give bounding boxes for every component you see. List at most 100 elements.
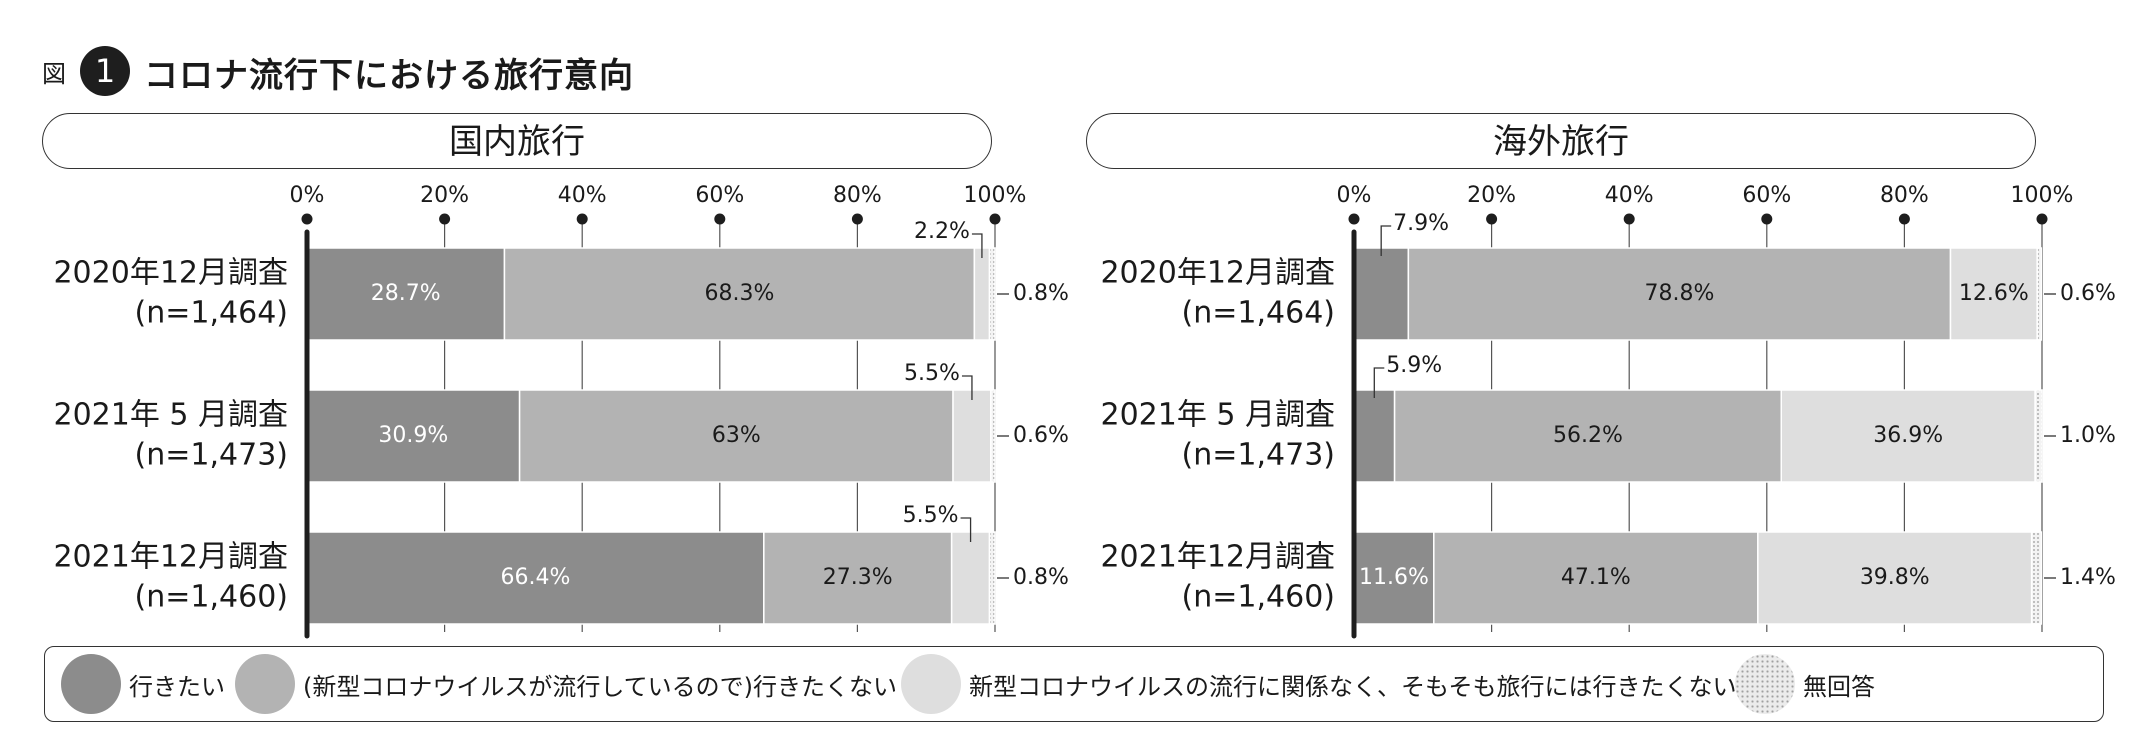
legend: 行きたい (新型コロナウイルスが流行しているので)行きたくない 新型コロナウイル… (44, 646, 2104, 722)
legend-swatch-not-regardless (901, 654, 961, 714)
data-label-overseas-2-series-0: 11.6% (1359, 565, 1429, 590)
legend-label-not-regardless: 新型コロナウイルスの流行に関係なく、そもそも旅行には行きたくない (969, 672, 1737, 701)
tick-label-overseas-5: 100% (2011, 183, 2074, 208)
data-label-overseas-0-series-3: 0.6% (2060, 281, 2116, 306)
figure-prefix: 図 (42, 60, 66, 88)
panel-title-overseas: 海外旅行 (1086, 113, 2036, 169)
bar-domestic-1-series-1 (518, 389, 954, 483)
data-label-overseas-1-series-3: 1.0% (2060, 423, 2116, 448)
bar-domestic-0-series-0 (306, 247, 506, 341)
bar-domestic-2-series-3 (988, 531, 996, 625)
bar-domestic-0-series-2 (973, 247, 991, 341)
legend-swatch-no-answer (1735, 654, 1795, 714)
data-label-overseas-0-series-1: 78.8% (1644, 281, 1714, 306)
bar-overseas-1-series-0 (1353, 389, 1396, 483)
tick-dot-overseas-2 (1623, 213, 1635, 225)
data-label-domestic-0-series-3: 0.8% (1013, 281, 1069, 306)
data-label-overseas-2-series-2: 39.8% (1860, 565, 1930, 590)
bar-overseas-2-series-2 (1757, 531, 2033, 625)
legend-item-not-covid: (新型コロナウイルスが流行しているので)行きたくない (235, 647, 897, 721)
data-label-domestic-2-series-3: 0.8% (1013, 565, 1069, 590)
tick-label-domestic-3: 60% (695, 183, 744, 208)
bar-domestic-0-series-1 (503, 247, 976, 341)
category-n-overseas-1: (n=1,473) (1182, 438, 1335, 473)
tick-label-domestic-5: 100% (964, 183, 1027, 208)
tick-label-domestic-0: 0% (290, 183, 325, 208)
bar-overseas-0-series-0 (1353, 247, 1410, 341)
tick-label-overseas-0: 0% (1337, 183, 1372, 208)
legend-item-not-regardless: 新型コロナウイルスの流行に関係なく、そもそも旅行には行きたくない (901, 647, 1737, 721)
legend-swatch-not-covid (235, 654, 295, 714)
tick-dot-overseas-0 (1348, 213, 1360, 225)
legend-label-not-covid: (新型コロナウイルスが流行しているので)行きたくない (303, 672, 898, 701)
category-n-domestic-0: (n=1,464) (135, 296, 288, 331)
category-n-overseas-0: (n=1,464) (1182, 296, 1335, 331)
tick-label-domestic-4: 80% (833, 183, 882, 208)
bar-overseas-0-series-1 (1407, 247, 1952, 341)
legend-item-no-answer: 無回答 (1735, 647, 1875, 721)
data-label-overseas-2-series-1: 47.1% (1561, 565, 1631, 590)
tick-label-overseas-2: 40% (1605, 183, 1654, 208)
bar-domestic-1-series-2 (952, 389, 992, 483)
bar-overseas-2-series-0 (1353, 531, 1435, 625)
data-label-domestic-0-series-2: 2.2% (914, 219, 970, 244)
tick-dot-domestic-2 (576, 213, 588, 225)
bar-overseas-0-series-3 (2036, 247, 2043, 341)
data-label-overseas-2-series-3: 1.4% (2060, 565, 2116, 590)
bar-overseas-1-series-3 (2034, 389, 2043, 483)
panel-title-domestic: 国内旅行 (42, 113, 992, 169)
bar-domestic-2-series-0 (306, 531, 765, 625)
data-label-overseas-1-series-0: 5.9% (1386, 353, 1442, 378)
tick-dot-domestic-5 (989, 213, 1001, 225)
bar-overseas-2-series-3 (2030, 531, 2043, 625)
category-n-domestic-2: (n=1,460) (135, 580, 288, 615)
category-n-domestic-1: (n=1,473) (135, 438, 288, 473)
bar-overseas-1-series-1 (1393, 389, 1782, 483)
data-label-overseas-1-series-1: 56.2% (1553, 423, 1623, 448)
tick-dot-domestic-3 (714, 213, 726, 225)
category-label-overseas-1: 2021年 5 月調査 (1100, 398, 1335, 433)
tick-dot-domestic-1 (439, 213, 451, 225)
tick-dot-domestic-4 (851, 213, 863, 225)
category-label-domestic-2: 2021年12月調査 (53, 540, 288, 575)
data-label-domestic-1-series-2: 5.5% (904, 361, 960, 386)
tick-dot-overseas-3 (1761, 213, 1773, 225)
callout-line-overseas-0-s0 (1380, 225, 1392, 256)
tick-dot-overseas-5 (2036, 213, 2048, 225)
data-label-overseas-1-series-2: 36.9% (1873, 423, 1943, 448)
callout-line-domestic-0-s2 (971, 233, 983, 258)
tick-dot-overseas-1 (1486, 213, 1498, 225)
bar-domestic-2-series-1 (763, 531, 953, 625)
data-label-domestic-2-series-2: 5.5% (903, 503, 959, 528)
data-label-overseas-0-series-2: 12.6% (1959, 281, 2029, 306)
tick-label-overseas-4: 80% (1880, 183, 1929, 208)
tick-label-overseas-1: 20% (1467, 183, 1516, 208)
bar-domestic-1-series-3 (990, 389, 996, 483)
legend-item-want: 行きたい (61, 647, 225, 721)
data-label-domestic-2-series-1: 27.3% (823, 565, 893, 590)
bar-domestic-2-series-2 (950, 531, 991, 625)
data-label-domestic-1-series-1: 63% (712, 423, 761, 448)
bar-overseas-2-series-1 (1433, 531, 1759, 625)
figure-number: 1 (80, 46, 130, 96)
data-label-overseas-0-series-0: 7.9% (1393, 211, 1449, 236)
category-n-overseas-2: (n=1,460) (1182, 580, 1335, 615)
bar-domestic-0-series-3 (988, 247, 996, 341)
callout-line-domestic-1-s2 (961, 375, 973, 400)
tick-label-overseas-3: 60% (1742, 183, 1791, 208)
bar-domestic-1-series-0 (306, 389, 521, 483)
tick-label-domestic-1: 20% (420, 183, 469, 208)
legend-label-want: 行きたい (129, 672, 225, 701)
figure-title: コロナ流行下における旅行意向 (144, 56, 634, 96)
legend-label-no-answer: 無回答 (1803, 672, 1875, 701)
data-label-domestic-1-series-0: 30.9% (378, 423, 448, 448)
legend-swatch-want (61, 654, 121, 714)
tick-label-domestic-2: 40% (558, 183, 607, 208)
callout-line-domestic-2-s2 (960, 517, 972, 542)
category-label-overseas-0: 2020年12月調査 (1100, 256, 1335, 291)
data-label-domestic-0-series-0: 28.7% (371, 281, 441, 306)
tick-dot-overseas-4 (1898, 213, 1910, 225)
data-label-domestic-1-series-3: 0.6% (1013, 423, 1069, 448)
category-label-domestic-1: 2021年 5 月調査 (53, 398, 288, 433)
